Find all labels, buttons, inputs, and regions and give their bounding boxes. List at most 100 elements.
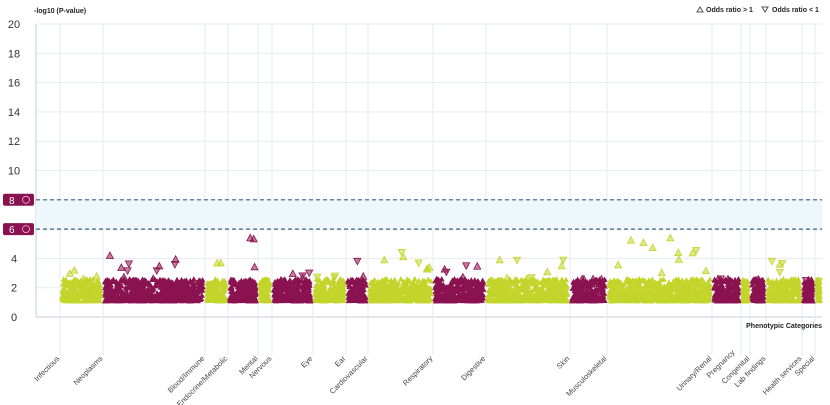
data-point-outlier[interactable] <box>701 266 711 275</box>
data-point-outlier[interactable] <box>92 271 101 280</box>
data-point-outlier[interactable] <box>397 249 406 257</box>
y-tick-label: 14 <box>8 107 20 119</box>
data-point <box>252 295 259 301</box>
data-point-outlier[interactable] <box>298 272 307 281</box>
data-point-outlier[interactable] <box>557 261 566 270</box>
data-point <box>167 293 174 299</box>
data-point <box>136 286 143 293</box>
data-point-outlier[interactable] <box>171 254 180 263</box>
data-point <box>486 297 493 303</box>
data-point-outlier[interactable] <box>462 262 471 271</box>
data-point <box>94 277 101 283</box>
data-point-outlier[interactable] <box>613 260 623 269</box>
data-point-outlier[interactable] <box>440 264 449 273</box>
data-point <box>352 290 359 297</box>
data-point-outlier[interactable] <box>105 251 115 259</box>
data-point-outlier[interactable] <box>674 255 683 263</box>
data-point <box>562 276 569 282</box>
data-point-outlier[interactable] <box>359 271 368 280</box>
data-point-outlier[interactable] <box>123 267 132 276</box>
data-point-outlier[interactable] <box>767 257 777 266</box>
data-point-outlier[interactable] <box>65 269 75 277</box>
data-point-outlier[interactable] <box>119 272 129 281</box>
data-point-outlier[interactable] <box>626 235 636 244</box>
data-point-outlier[interactable] <box>70 265 79 274</box>
data-point <box>495 276 502 282</box>
data-point-outlier[interactable] <box>414 259 423 268</box>
data-point <box>498 289 505 296</box>
data-point-outlier[interactable] <box>639 238 648 246</box>
data-point-outlier[interactable] <box>330 274 339 283</box>
data-point <box>161 277 168 283</box>
data-point-outlier[interactable] <box>399 252 408 261</box>
data-point-outlier[interactable] <box>473 261 482 270</box>
data-point-outlier[interactable] <box>124 260 134 269</box>
data-point-outlier[interactable] <box>666 233 675 242</box>
data-point <box>513 281 520 288</box>
data-point <box>302 282 309 289</box>
data-point <box>421 277 428 284</box>
data-point <box>334 289 341 296</box>
data-point-outlier[interactable] <box>155 261 164 270</box>
data-point-outlier[interactable] <box>257 281 267 290</box>
data-point <box>367 291 374 298</box>
data-point-outlier[interactable] <box>249 234 258 243</box>
data-point-outlier[interactable] <box>425 262 434 271</box>
data-point-outlier[interactable] <box>502 273 512 282</box>
data-point-outlier[interactable] <box>527 274 536 283</box>
data-point <box>67 283 74 289</box>
data-point <box>165 277 172 283</box>
data-point <box>472 294 479 300</box>
data-point <box>399 295 406 301</box>
data-point-outlier[interactable] <box>512 256 522 265</box>
data-point <box>520 292 527 299</box>
data-point <box>433 290 440 297</box>
data-point-outlier[interactable] <box>380 255 389 264</box>
data-point <box>382 282 389 289</box>
data-point-outlier[interactable] <box>775 268 784 277</box>
data-point-outlier[interactable] <box>558 256 568 265</box>
data-point <box>384 297 391 304</box>
data-point-outlier[interactable] <box>458 272 468 281</box>
data-point-outlier[interactable] <box>522 274 532 282</box>
data-point-outlier[interactable] <box>117 263 126 271</box>
data-point-outlier[interactable] <box>149 274 158 283</box>
legend: Odds ratio > 1 Odds ratio < 1 <box>696 6 819 14</box>
data-point-outlier[interactable] <box>313 273 322 282</box>
data-point-outlier[interactable] <box>213 258 222 267</box>
data-point-outlier[interactable] <box>543 267 552 276</box>
data-point <box>142 289 149 295</box>
data-point <box>557 286 564 292</box>
data-point-outlier[interactable] <box>353 257 362 266</box>
data-point <box>296 289 303 296</box>
data-point <box>174 292 181 298</box>
data-point <box>547 285 554 292</box>
data-point <box>425 284 432 291</box>
data-point <box>157 279 164 286</box>
data-point <box>212 281 219 288</box>
y-tick-label: 4 <box>11 253 17 265</box>
data-point <box>564 290 571 296</box>
data-point-outlier[interactable] <box>288 269 298 278</box>
data-point <box>64 289 71 296</box>
data-point <box>316 297 323 304</box>
data-point <box>147 291 154 297</box>
data-point <box>469 289 476 295</box>
data-point-outlier[interactable] <box>674 248 683 257</box>
data-point-outlier[interactable] <box>495 255 504 264</box>
data-point-outlier[interactable] <box>657 268 666 277</box>
data-point <box>391 288 398 294</box>
data-point-outlier[interactable] <box>250 262 259 271</box>
data-point-outlier[interactable] <box>648 243 657 252</box>
data-point-outlier[interactable] <box>305 269 314 278</box>
y-tick-label: 0 <box>11 312 17 324</box>
data-point <box>476 297 483 304</box>
data-point <box>542 281 549 288</box>
data-point-outlier[interactable] <box>79 274 88 283</box>
data-point-outlier[interactable] <box>262 278 271 286</box>
data-point <box>230 277 237 283</box>
data-point <box>313 282 320 288</box>
data-point <box>448 284 455 290</box>
data-point <box>461 279 468 285</box>
data-point <box>248 297 255 304</box>
